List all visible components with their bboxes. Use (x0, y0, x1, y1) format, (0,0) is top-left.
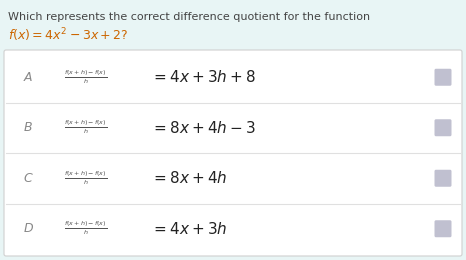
Text: $= 8x + 4h$: $= 8x + 4h$ (151, 170, 227, 186)
Text: $f(x) = 4x^2 - 3x + 2$?: $f(x) = 4x^2 - 3x + 2$? (8, 26, 129, 44)
FancyBboxPatch shape (434, 170, 452, 187)
Text: B: B (24, 121, 32, 134)
FancyBboxPatch shape (4, 50, 462, 256)
FancyBboxPatch shape (434, 119, 452, 136)
Text: $= 4x + 3h + 8$: $= 4x + 3h + 8$ (151, 69, 256, 85)
Text: $\frac{f(x+h)-f(x)}{h}$: $\frac{f(x+h)-f(x)}{h}$ (64, 69, 108, 86)
Text: D: D (23, 222, 33, 235)
FancyBboxPatch shape (434, 220, 452, 237)
Text: $\frac{f(x+h)-f(x)}{h}$: $\frac{f(x+h)-f(x)}{h}$ (64, 220, 108, 237)
Text: $\frac{f(x+h)-f(x)}{h}$: $\frac{f(x+h)-f(x)}{h}$ (64, 119, 108, 136)
Text: $= 4x + 3h$: $= 4x + 3h$ (151, 221, 227, 237)
Text: $= 8x + 4h - 3$: $= 8x + 4h - 3$ (151, 120, 256, 136)
Text: $\frac{f(x+h)-f(x)}{h}$: $\frac{f(x+h)-f(x)}{h}$ (64, 170, 108, 187)
FancyBboxPatch shape (434, 69, 452, 86)
Text: C: C (24, 172, 32, 185)
Text: Which represents the correct difference quotient for the function: Which represents the correct difference … (8, 12, 370, 22)
Text: A: A (24, 71, 32, 84)
